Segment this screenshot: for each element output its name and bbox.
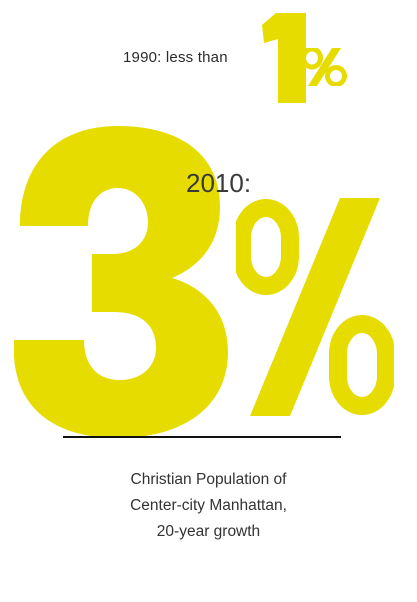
percent-slash [308, 48, 341, 86]
three-digit-graphic [14, 126, 228, 438]
big-percent-bottom-dot [329, 315, 394, 415]
big-percent-graphic [236, 198, 394, 416]
small-percent-graphic [302, 48, 347, 86]
divider-line [63, 436, 341, 438]
caption-line: Center-city Manhattan, [130, 497, 287, 514]
three-digit-shape [14, 126, 228, 438]
one-digit-graphic [262, 13, 306, 103]
year-2010-label: 2010: [186, 168, 252, 198]
big-percent-slash [250, 198, 380, 416]
year-1990-label: 1990: less than [123, 49, 228, 66]
caption-line: 20-year growth [156, 523, 261, 540]
one-digit-shape [262, 13, 306, 103]
caption: Christian Population of Center-city Manh… [60, 467, 357, 545]
percent-bottom-dot [325, 65, 347, 86]
caption-line: Christian Population of [130, 471, 287, 488]
big-percent-top-dot [236, 199, 299, 295]
percent-top-dot [302, 48, 323, 70]
